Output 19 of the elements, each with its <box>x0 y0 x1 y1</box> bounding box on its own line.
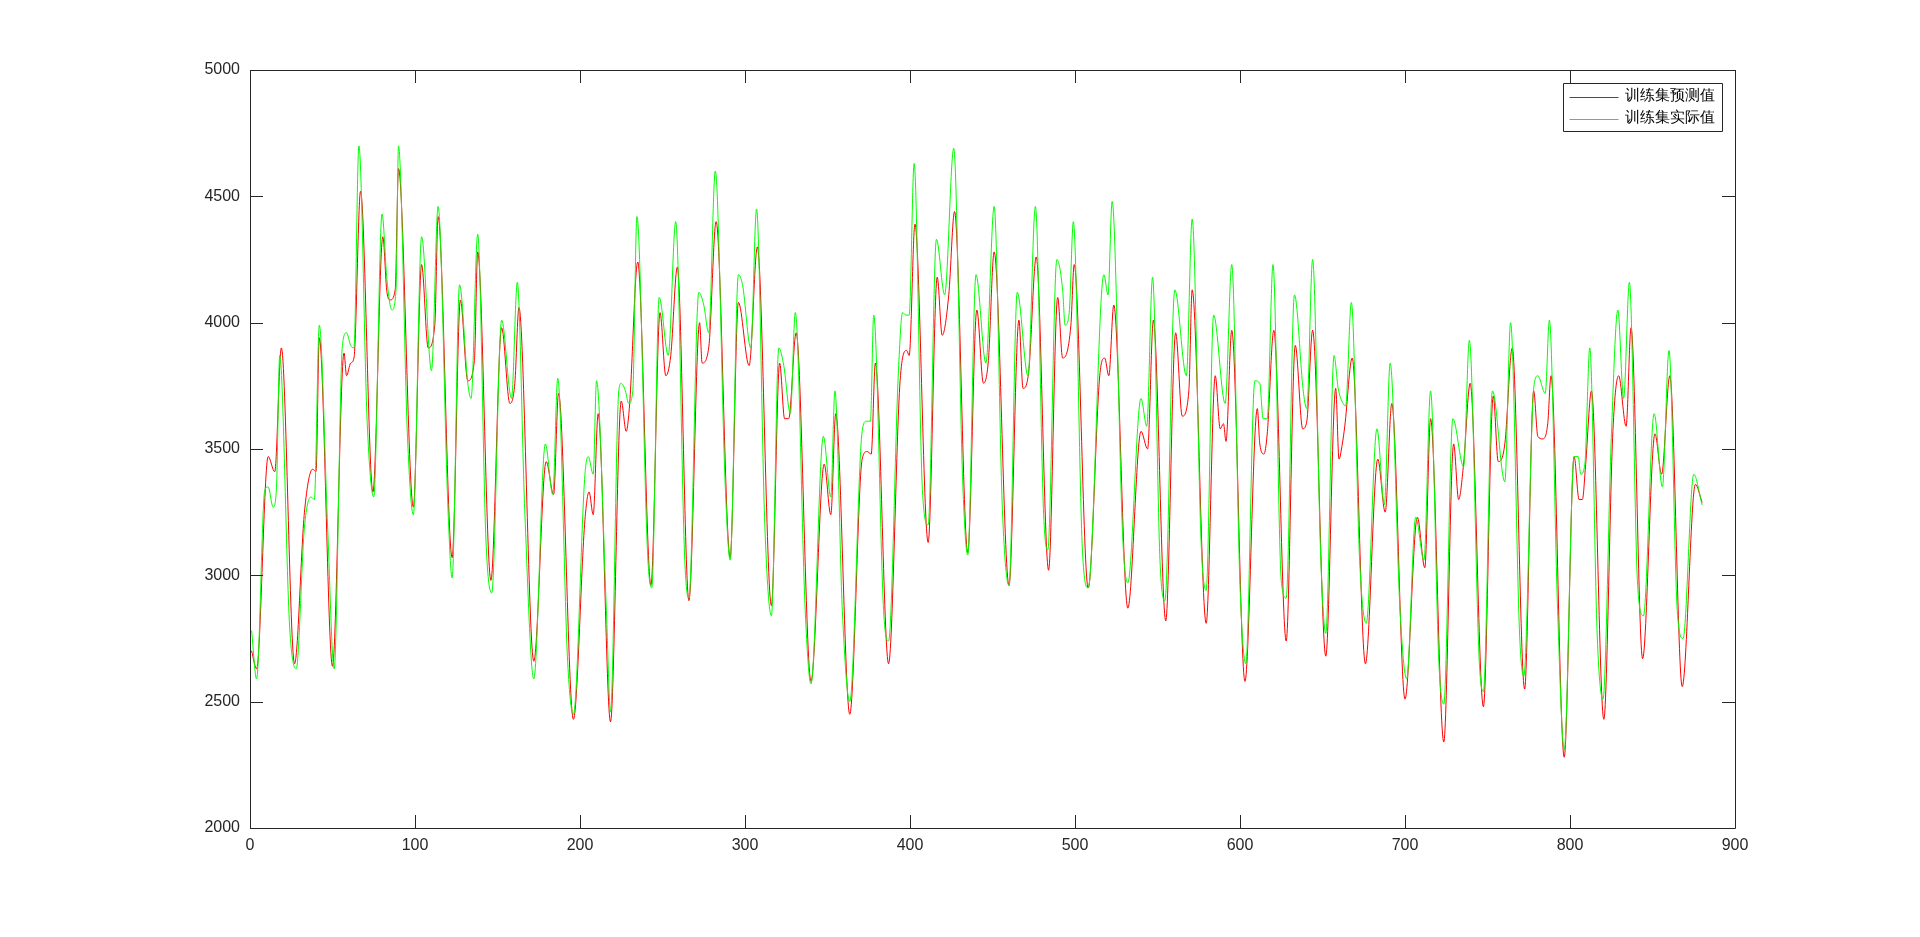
x-tick-label: 700 <box>1391 836 1419 854</box>
x-tick-label: 400 <box>896 836 924 854</box>
legend-label: 训练集实际值 <box>1624 109 1715 126</box>
x-tick-label: 800 <box>1556 836 1584 854</box>
x-tick-label: 900 <box>1721 836 1749 854</box>
x-tick-label: 600 <box>1226 836 1254 854</box>
y-tick-label: 3500 <box>204 439 241 457</box>
x-tick-label: 500 <box>1061 836 1089 854</box>
legend-label: 训练集预测值 <box>1624 87 1715 104</box>
y-tick-label: 3000 <box>204 565 241 583</box>
y-tick-label: 5000 <box>204 60 241 78</box>
y-tick-label: 2500 <box>204 692 241 710</box>
y-tick-label: 4500 <box>204 186 241 204</box>
x-tick-label: 300 <box>731 836 759 854</box>
y-tick-label: 2000 <box>204 818 241 836</box>
x-tick-label: 0 <box>245 836 255 854</box>
y-tick-label: 4000 <box>204 313 241 331</box>
x-tick-label: 200 <box>566 836 594 854</box>
x-tick-label: 100 <box>401 836 429 854</box>
